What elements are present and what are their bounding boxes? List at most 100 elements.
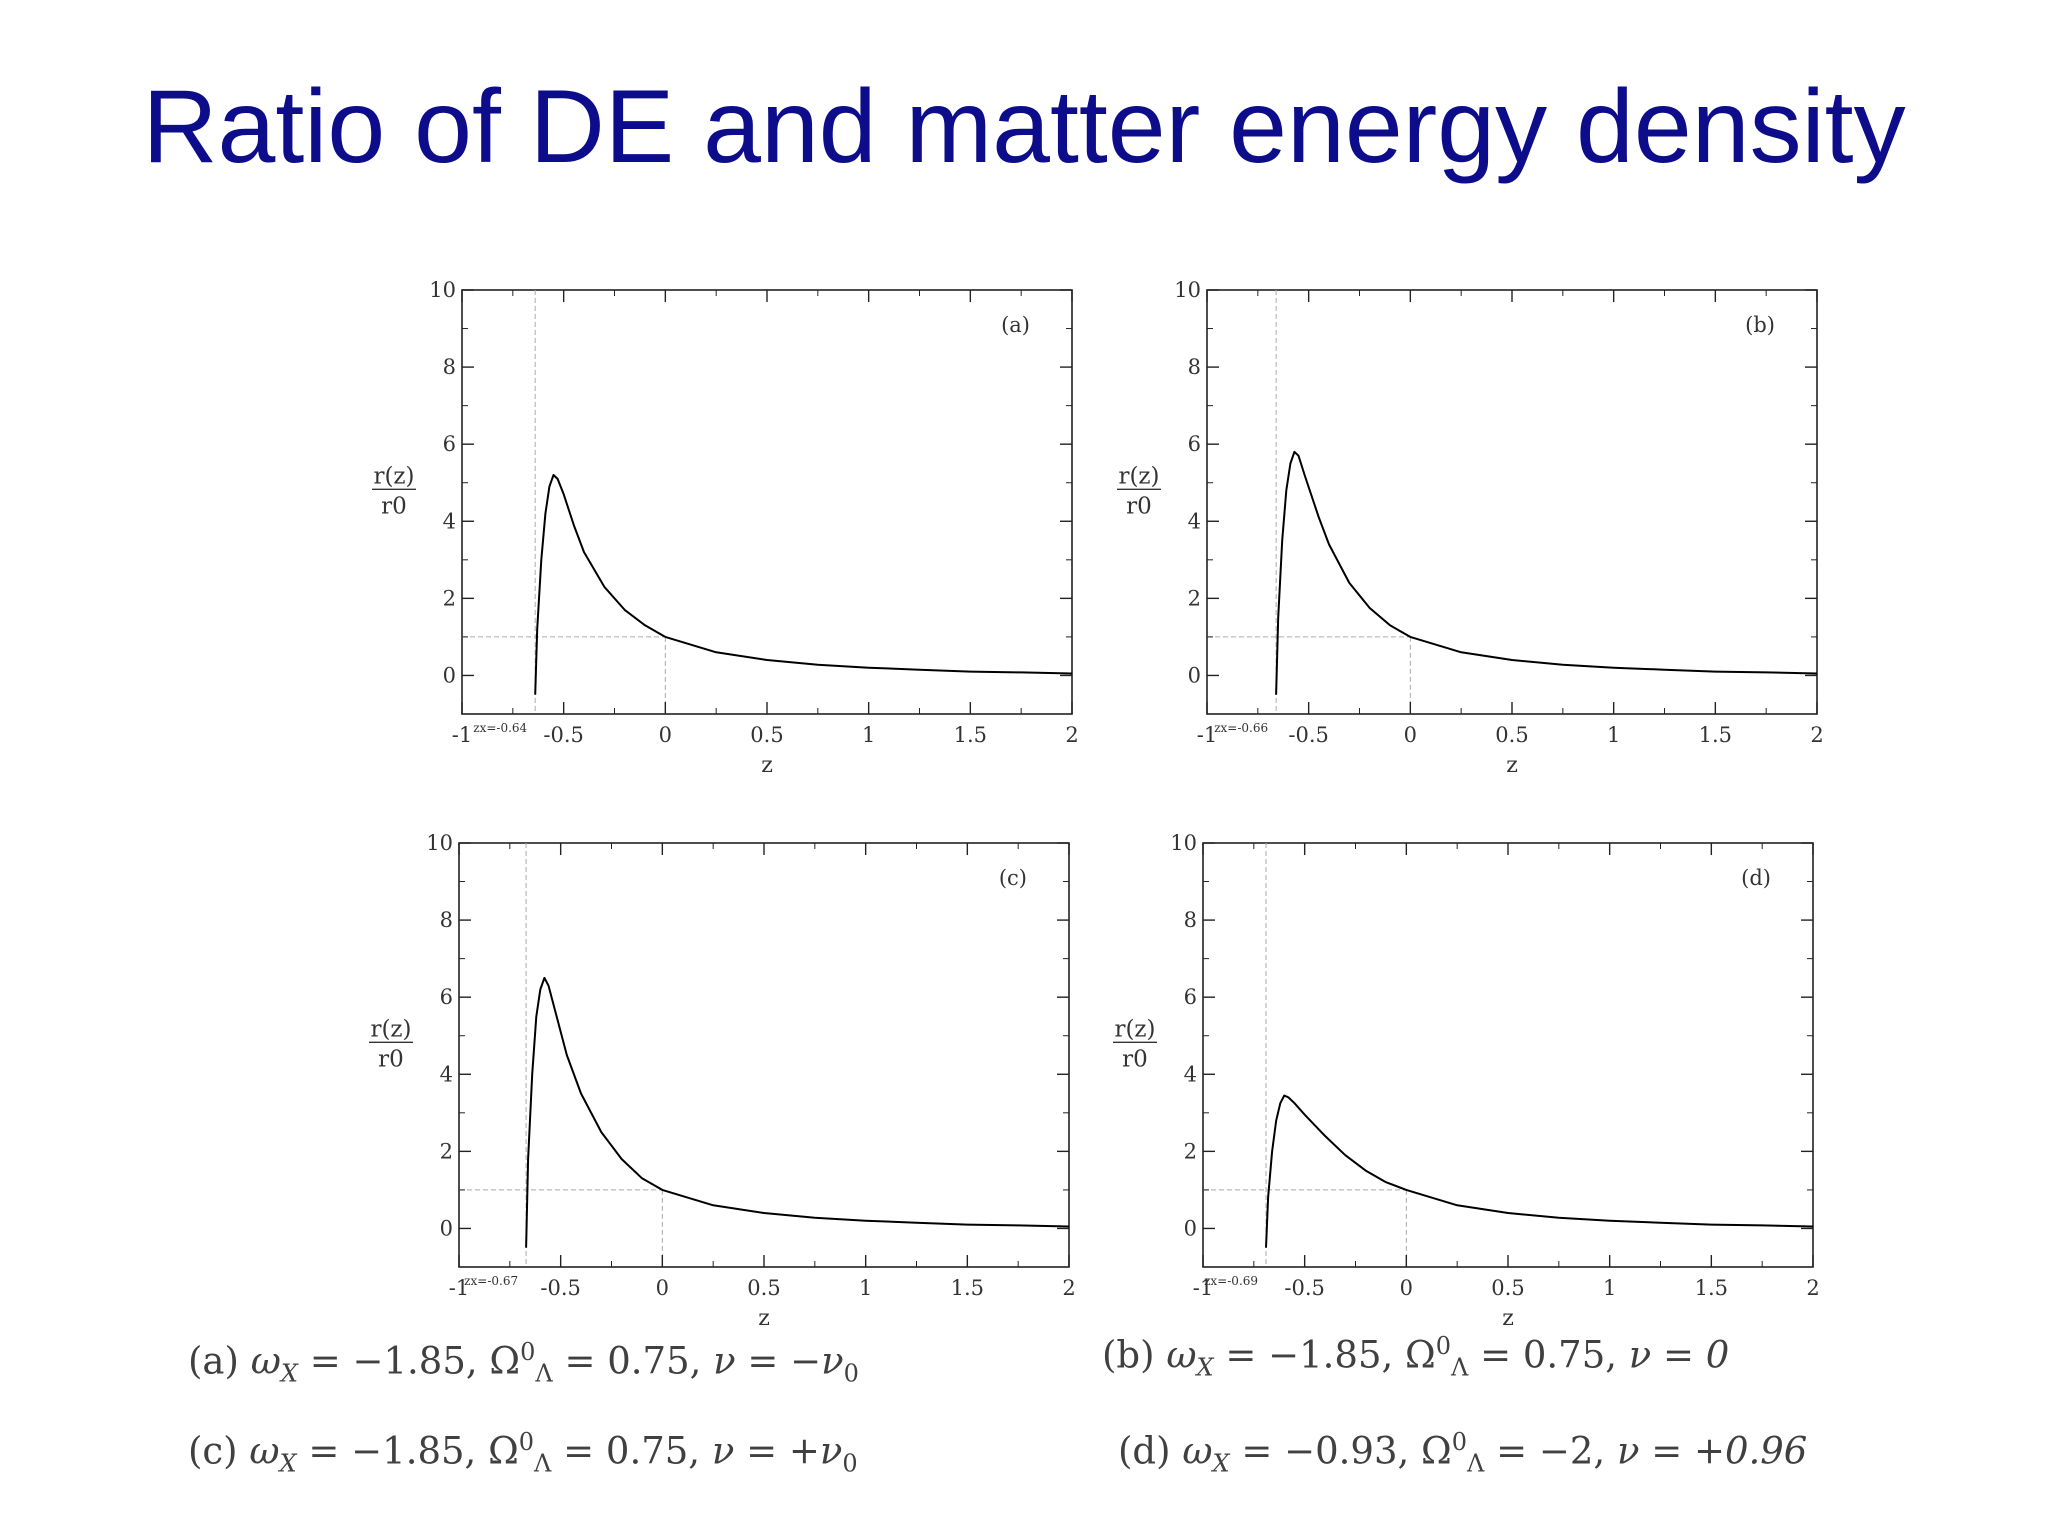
chart-a-panel-label: (a)	[1001, 313, 1030, 337]
chart-d-ytick-label: 4	[1184, 1062, 1197, 1086]
chart-b-ytick-label: 4	[1188, 509, 1201, 533]
caption-d-omega: ω	[1182, 1429, 1213, 1473]
chart-b-xtick-label: 2	[1810, 723, 1823, 747]
chart-b-panel-label: (b)	[1745, 313, 1775, 337]
chart-d-xlabel: z	[1502, 1306, 1514, 1331]
caption-d-omega-value: = −0.93,	[1229, 1429, 1422, 1473]
chart-d-xtick-label: -1	[1193, 1276, 1213, 1300]
caption-c-Omega-sup: 0	[518, 1428, 535, 1456]
caption-b-Omega-sub: Λ	[1451, 1353, 1469, 1382]
chart-a-ytick-label: 6	[443, 432, 456, 456]
chart-b-ytick-label: 8	[1188, 355, 1201, 379]
caption-d-Omega-sub: Λ	[1467, 1449, 1485, 1478]
caption-d-Omega-value: = −2,	[1484, 1429, 1617, 1473]
chart-b-xtick-label: 0.5	[1495, 723, 1528, 747]
chart-d-panel-label: (d)	[1741, 866, 1771, 890]
chart-c-ylabel-denominator: r0	[378, 1046, 404, 1072]
chart-b-series-line	[1275, 450, 1818, 695]
chart-c-xtick-label: 1	[859, 1276, 872, 1300]
caption-b-Omega-sup: 0	[1435, 1332, 1451, 1360]
caption-c-nu-sub: 0	[842, 1449, 858, 1478]
chart-d-ytick-label: 8	[1184, 908, 1197, 932]
caption-a-nu: ν = −ν	[713, 1339, 844, 1383]
caption-b-omega: ω	[1166, 1333, 1197, 1377]
chart-c-series-line	[525, 976, 1070, 1248]
caption-b: (b) ωX = −1.85, Ω0Λ = 0.75, ν = 0	[1102, 1332, 1729, 1382]
chart-d-xtick-label: 0.5	[1491, 1276, 1524, 1300]
chart-b-xtick-label: 1.5	[1699, 723, 1732, 747]
chart-d-xtick-label: 1	[1603, 1276, 1616, 1300]
caption-c-omega-value: = −1.85,	[296, 1429, 489, 1473]
caption-b-nu: ν = 0	[1628, 1333, 1730, 1377]
chart-a-xtick-label: 0.5	[750, 723, 783, 747]
chart-c-zx-label: zx=-0.67	[464, 1274, 518, 1288]
chart-c-ytick-label: 10	[426, 831, 453, 855]
chart-b: -1 -0.5 0 0.5 1 1.5 2 0 2 4 6 8 10 zx=-0.66 z r(z) r0 (b)	[1117, 278, 1824, 778]
chart-b-frame	[1206, 289, 1818, 715]
chart-d: -1 -0.5 0 0.5 1 1.5 2 0 2 4 6 8 10 zx=-0.69 z r(z) r0 (d)	[1113, 831, 1820, 1331]
chart-a-ytick-label: 10	[429, 278, 456, 302]
caption-c-label: (c)	[188, 1429, 238, 1473]
caption-d-label: (d)	[1118, 1429, 1171, 1473]
chart-b-zx-label: zx=-0.66	[1214, 721, 1268, 735]
chart-b-xtick-label: 1	[1607, 723, 1620, 747]
slide-title: Ratio of DE and matter energy density	[142, 69, 1906, 185]
caption-c-Omega: Ω	[488, 1429, 519, 1473]
chart-b-ytick-label: 6	[1188, 432, 1201, 456]
chart-c: -1 -0.5 0 0.5 1 1.5 2 0 2 4 6 8 10 zx=-0.67 z r(z) r0 (c)	[369, 831, 1076, 1331]
caption-d-Omega-sup: 0	[1451, 1428, 1467, 1456]
chart-c-ytick-label: 4	[440, 1062, 453, 1086]
caption-c-Omega-sub: Λ	[534, 1449, 552, 1478]
chart-c-ytick-label: 6	[440, 985, 453, 1009]
caption-a-label: (a)	[188, 1339, 239, 1383]
chart-a-xtick-label: -0.5	[543, 723, 584, 747]
caption-b-omega-value: = −1.85,	[1213, 1333, 1406, 1377]
chart-c-ytick-label: 2	[440, 1139, 453, 1163]
chart-c-panel-label: (c)	[999, 866, 1027, 890]
chart-a-xtick-label: 2	[1065, 723, 1078, 747]
caption-c-nu: ν = +ν	[711, 1429, 843, 1473]
caption-c-omega: ω	[249, 1429, 280, 1473]
chart-b-ylabel-denominator: r0	[1126, 493, 1152, 519]
chart-a-frame	[461, 289, 1073, 715]
chart-d-xtick-label: 0	[1400, 1276, 1413, 1300]
chart-c-ytick-label: 0	[440, 1216, 453, 1240]
chart-d-ylabel-denominator: r0	[1122, 1046, 1148, 1072]
caption-c: (c) ωX = −1.85, Ω0Λ = 0.75, ν = +ν0	[188, 1428, 858, 1478]
caption-a-omega-value: = −1.85,	[297, 1339, 490, 1383]
chart-c-xtick-label: -0.5	[540, 1276, 581, 1300]
chart-b-xtick-label: 0	[1404, 723, 1417, 747]
chart-a-ytick-label: 0	[443, 663, 456, 687]
chart-a-xtick-label: 1.5	[954, 723, 987, 747]
caption-a: (a) ωX = −1.85, Ω0Λ = 0.75, ν = −ν0	[188, 1338, 859, 1388]
chart-a-zx-label: zx=-0.64	[473, 721, 527, 735]
caption-c-omega-sub: X	[279, 1449, 297, 1478]
chart-d-ytick-label: 10	[1170, 831, 1197, 855]
caption-b-omega-sub: X	[1196, 1353, 1214, 1382]
caption-a-omega: ω	[250, 1339, 281, 1383]
chart-a-ylabel-denominator: r0	[381, 493, 407, 519]
caption-c-Omega-value: = 0.75,	[551, 1429, 712, 1473]
chart-b-ytick-label: 2	[1188, 586, 1201, 610]
caption-b-label: (b)	[1102, 1333, 1155, 1377]
chart-d-xtick-label: 2	[1806, 1276, 1819, 1300]
chart-b-ylabel: r(z)	[1118, 463, 1159, 489]
caption-d-omega-sub: X	[1212, 1449, 1230, 1478]
chart-c-xtick-label: 1.5	[951, 1276, 984, 1300]
caption-d-nu: ν = +0.96	[1616, 1429, 1808, 1473]
chart-d-ylabel: r(z)	[1114, 1016, 1155, 1042]
chart-c-ytick-label: 8	[440, 908, 453, 932]
caption-d: (d) ωX = −0.93, Ω0Λ = −2, ν = +0.96	[1118, 1428, 1807, 1478]
chart-b-xtick-label: -1	[1197, 723, 1217, 747]
chart-a-xlabel: z	[761, 753, 773, 778]
caption-b-Omega-value: = 0.75,	[1468, 1333, 1629, 1377]
chart-c-xtick-label: 0	[656, 1276, 669, 1300]
chart-b-ytick-label: 0	[1188, 663, 1201, 687]
caption-a-omega-sub: X	[280, 1359, 298, 1388]
chart-b-xlabel: z	[1506, 753, 1518, 778]
caption-a-Omega-value: = 0.75,	[552, 1339, 714, 1383]
chart-d-ytick-label: 0	[1184, 1216, 1197, 1240]
chart-a-xtick-label: 1	[862, 723, 875, 747]
chart-c-frame	[458, 842, 1070, 1268]
